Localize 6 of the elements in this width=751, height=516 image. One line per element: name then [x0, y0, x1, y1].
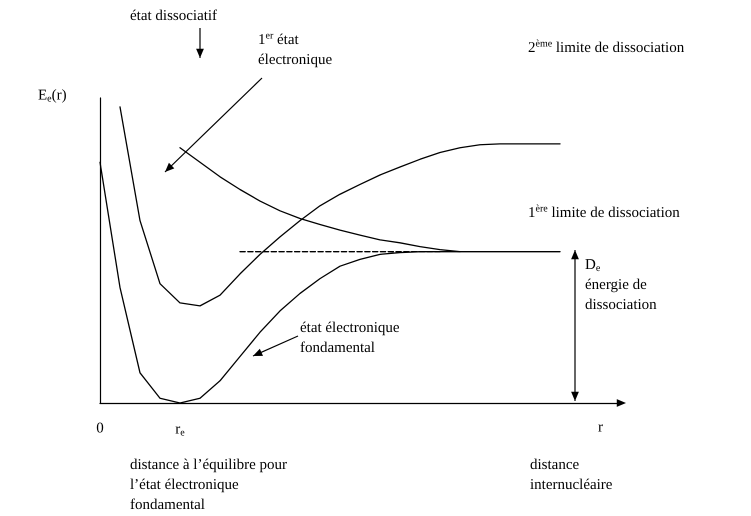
text: distance à l’équilibre pour l’état électronique fondamental	[130, 457, 288, 513]
text: état dissociatif	[130, 8, 218, 24]
text: distance internucléaire	[530, 457, 613, 493]
x-tick-label: 0	[96, 420, 104, 436]
x-axis-title: r	[598, 420, 603, 436]
annotation: état électronique fondamental	[300, 320, 400, 356]
